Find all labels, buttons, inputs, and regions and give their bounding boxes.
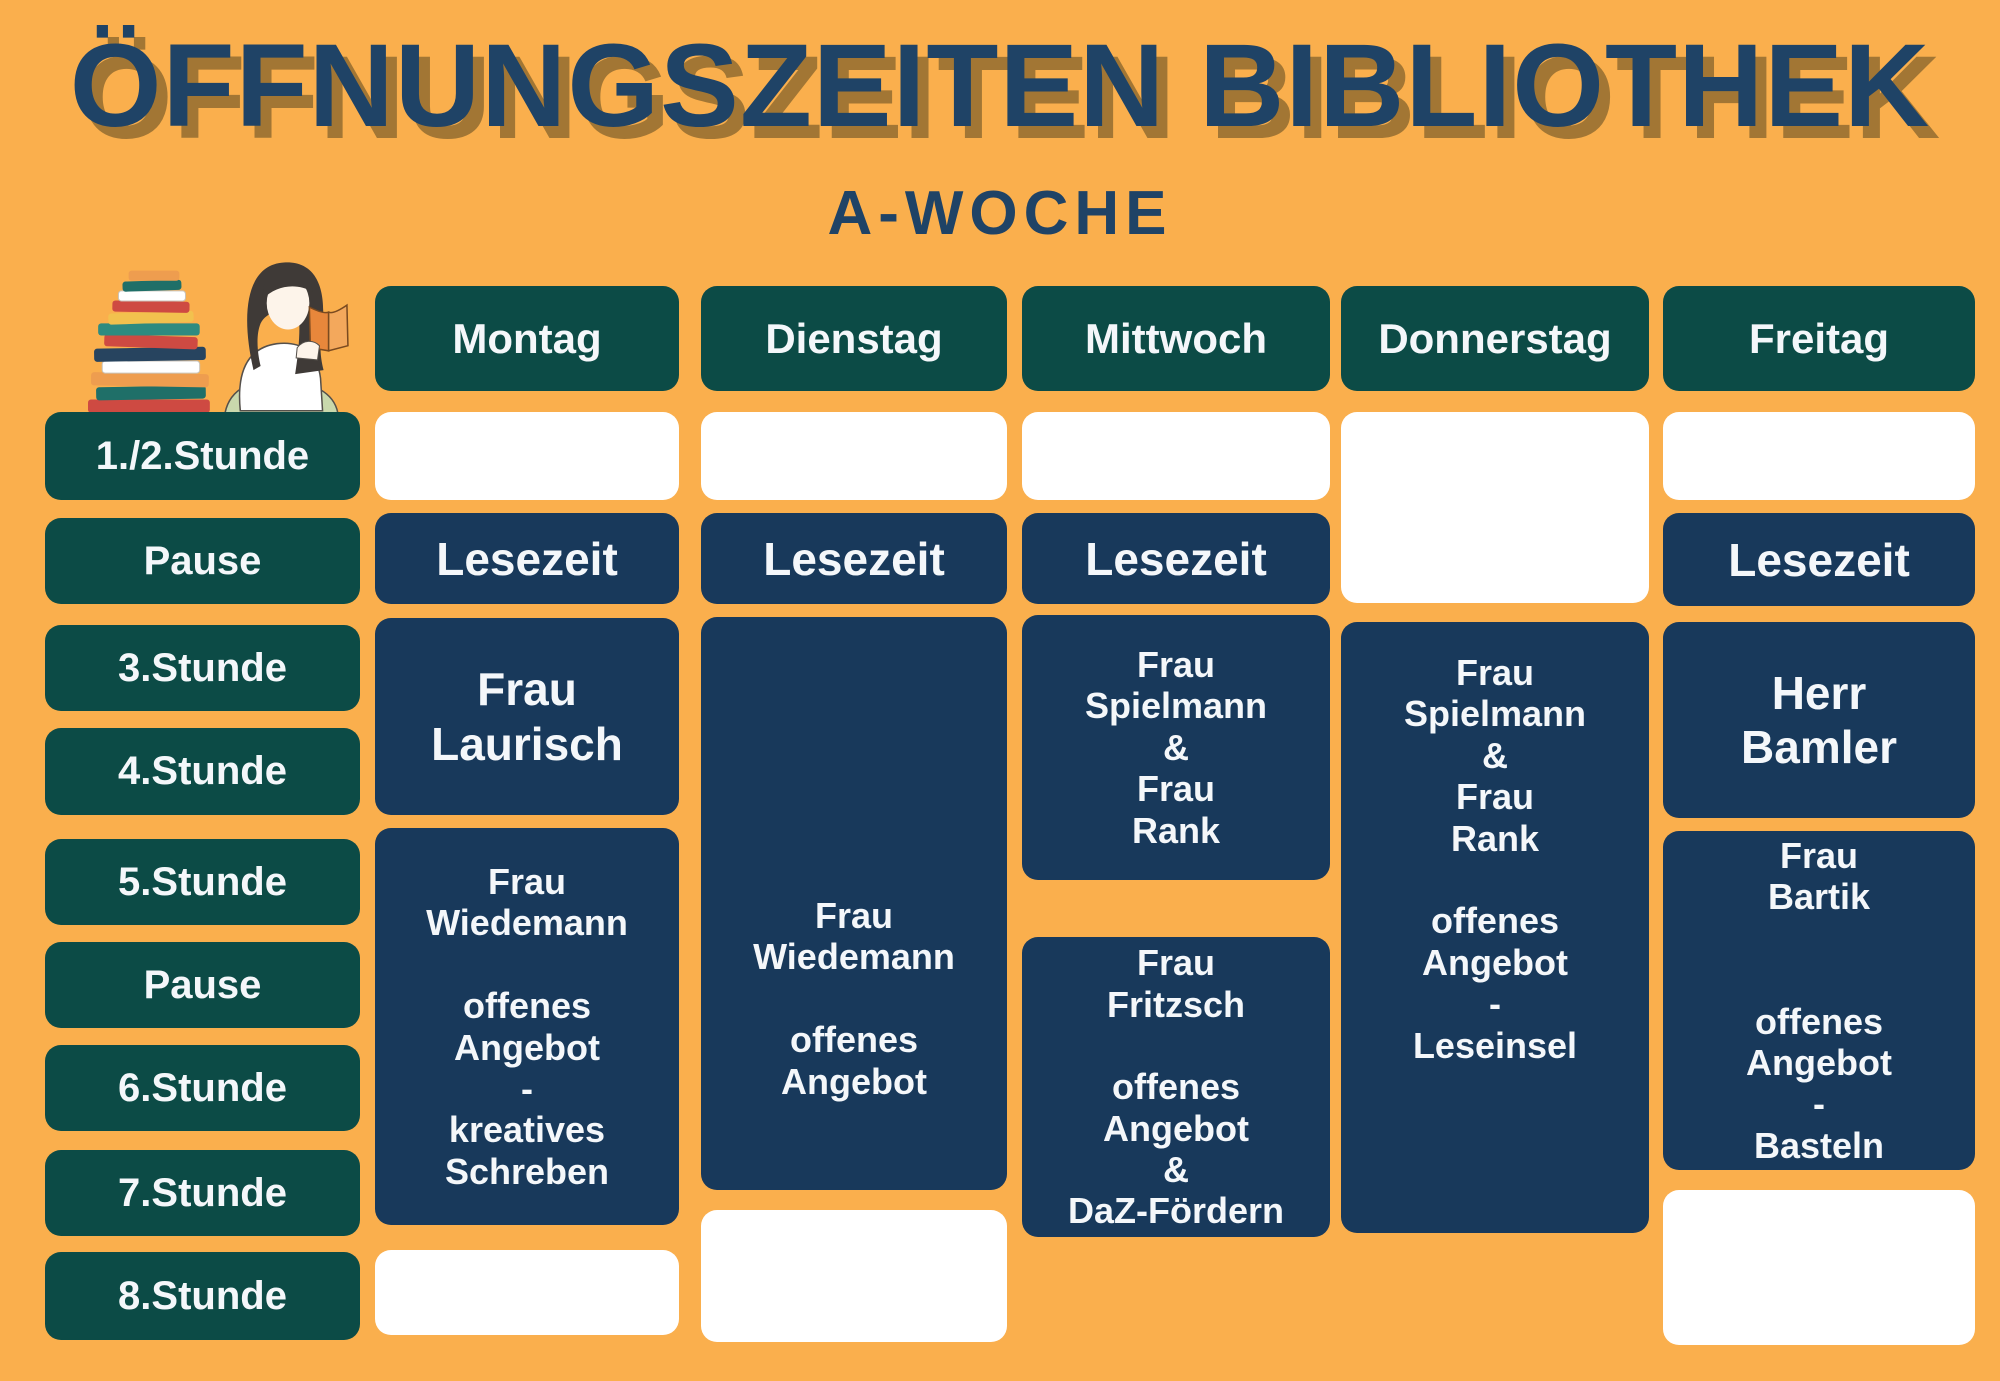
period-label-3-stunde: 3.Stunde xyxy=(45,625,360,711)
day-header-montag: Montag xyxy=(375,286,679,391)
cell-freitag-staff: Herr Bamler xyxy=(1663,622,1975,818)
period-label-pause-2: Pause xyxy=(45,942,360,1028)
cell-montag-empty-bottom xyxy=(375,1250,679,1335)
cell-dienstag-offer: Frau Wiedemann offenes Angebot xyxy=(701,617,1007,1190)
reading-person-icon xyxy=(224,262,349,413)
cell-montag-lesezeit: Lesezeit xyxy=(375,513,679,604)
cell-dienstag-empty-top xyxy=(701,412,1007,500)
poster-title: ÖFFNUNGSZEITEN BIBLIOTHEK xyxy=(69,20,1931,152)
cell-dienstag-empty-bottom xyxy=(701,1210,1007,1342)
cell-freitag-offer: Frau Bartik offenes Angebot - Basteln xyxy=(1663,831,1975,1170)
cell-donnerstag-empty-top xyxy=(1341,412,1649,603)
cell-mittwoch-staff: Frau Spielmann & Frau Rank xyxy=(1022,615,1330,880)
period-label-5-stunde: 5.Stunde xyxy=(45,839,360,925)
cell-mittwoch-empty-top xyxy=(1022,412,1330,500)
cell-mittwoch-offer: Frau Fritzsch offenes Angebot & DaZ-Förd… xyxy=(1022,937,1330,1237)
day-header-donnerstag: Donnerstag xyxy=(1341,286,1649,391)
day-header-mittwoch: Mittwoch xyxy=(1022,286,1330,391)
reading-person-illustration xyxy=(88,262,349,413)
period-label-pause-1: Pause xyxy=(45,518,360,604)
cell-donnerstag-offer: Frau Spielmann & Frau Rank offenes Angeb… xyxy=(1341,622,1649,1233)
cell-montag-staff: Frau Laurisch xyxy=(375,618,679,815)
cell-freitag-lesezeit: Lesezeit xyxy=(1663,513,1975,606)
period-label-4-stunde: 4.Stunde xyxy=(45,728,360,815)
cell-freitag-empty-bottom xyxy=(1663,1190,1975,1345)
period-label-6-stunde: 6.Stunde xyxy=(45,1045,360,1131)
cell-mittwoch-lesezeit: Lesezeit xyxy=(1022,513,1330,604)
cell-montag-offer: Frau Wiedemann offenes Angebot - kreativ… xyxy=(375,828,679,1225)
day-header-freitag: Freitag xyxy=(1663,286,1975,391)
cell-dienstag-lesezeit: Lesezeit xyxy=(701,513,1007,604)
cell-montag-empty-top xyxy=(375,412,679,500)
book-stack-icon xyxy=(88,270,210,413)
period-label-7-stunde: 7.Stunde xyxy=(45,1150,360,1236)
period-label-1-2-stunde: 1./2.Stunde xyxy=(45,412,360,500)
cell-freitag-empty-top xyxy=(1663,412,1975,500)
poster-subtitle: A-WOCHE xyxy=(827,179,1173,248)
day-header-dienstag: Dienstag xyxy=(701,286,1007,391)
period-label-8-stunde: 8.Stunde xyxy=(45,1252,360,1340)
